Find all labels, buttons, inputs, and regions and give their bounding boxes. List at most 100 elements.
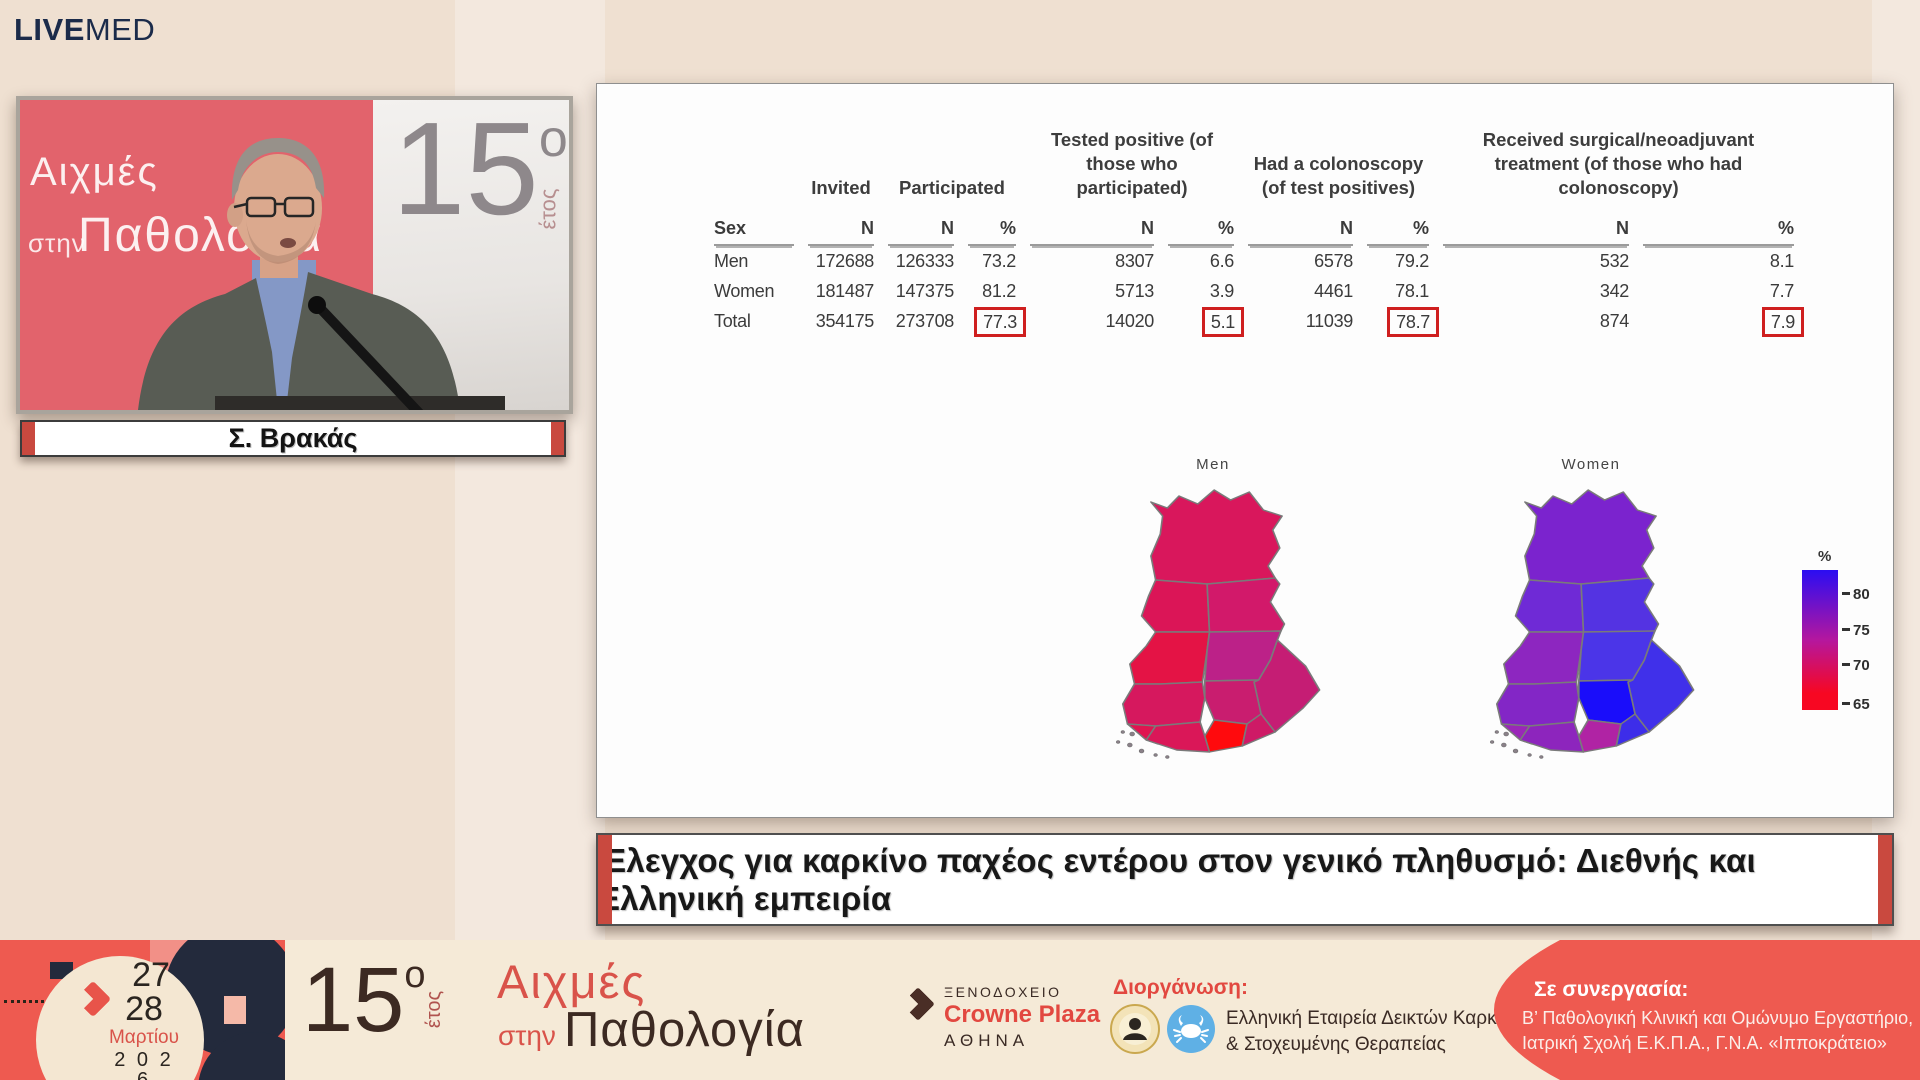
table-cell: 78.1 <box>1395 281 1429 301</box>
papanikolaou-medal-icon <box>1110 1004 1160 1054</box>
map-region <box>1580 577 1660 633</box>
table-cell-highlighted: 78.7 <box>1367 306 1439 337</box>
legend-unit-label: % <box>1818 548 1832 565</box>
map-region <box>1495 681 1580 727</box>
header-sex: Sex <box>714 218 794 246</box>
table-cell: 172688 <box>815 251 875 271</box>
red-highlight-box: 7.9 <box>1761 307 1804 337</box>
livemed-logo[interactable]: LIVEMED <box>14 12 155 48</box>
legend-tick: 75 <box>1842 622 1870 639</box>
map-region <box>1241 713 1276 747</box>
table-cell: 5713 <box>1115 281 1154 301</box>
map-color-legend: % 80 75 70 65 <box>1802 548 1892 713</box>
venue-block: ΞΕΝΟΔΟΧΕΙΟ Crowne Plaza ΑΘΗΝΑ <box>944 984 1100 1051</box>
banner-right-red-shape <box>1494 940 1920 1080</box>
backdrop-word-2: στην <box>28 228 86 258</box>
brand-word-2: στην <box>498 1020 556 1051</box>
table-cell: 126333 <box>895 251 955 271</box>
speaker-video-panel[interactable]: 15ο έτος Αιχμές στην Παθολογία <box>16 96 573 414</box>
lecture-title-bar: Έλεγχος για καρκίνο παχέος εντέρου στον … <box>596 833 1894 926</box>
presentation-slide: Invited Participated Tested positive (of… <box>596 83 1894 818</box>
table-cell: 273708 <box>895 311 955 331</box>
red-highlight-box: 78.7 <box>1387 307 1439 337</box>
legend-tick: 70 <box>1842 657 1870 674</box>
title-red-strip <box>1878 835 1892 924</box>
date-year: 2 0 2 6 <box>114 1049 174 1080</box>
logo-med: MED <box>84 12 156 47</box>
logo-live: LIVE <box>14 12 85 47</box>
table-cell: 532 <box>1599 251 1629 271</box>
map-region <box>1503 631 1585 685</box>
map-region <box>1121 681 1206 727</box>
finland-map-women <box>1490 489 1695 759</box>
map-region <box>1519 721 1585 753</box>
map-region <box>1203 679 1262 725</box>
venue-city: ΑΘΗΝΑ <box>944 1031 1030 1050</box>
brand-word-3: Παθολογία <box>564 1003 806 1057</box>
red-highlight-box: 5.1 <box>1201 307 1244 337</box>
date-day1: 27 <box>132 956 170 994</box>
row-label-total: Total <box>714 311 751 331</box>
crab-logo-icon <box>1167 1005 1215 1053</box>
backdrop-word-1: Αιχμές <box>30 150 159 194</box>
col-group-surgical: Received surgical/neoadjuvant treatment … <box>1482 129 1755 198</box>
map-region <box>1206 577 1286 633</box>
map-title-women: Women <box>1561 456 1621 473</box>
date-month: Μαρτίου <box>108 1027 180 1048</box>
row-label-men: Men <box>714 251 749 271</box>
map-region <box>1577 679 1636 725</box>
map-region <box>1524 489 1657 585</box>
subheader: % <box>1168 218 1234 246</box>
banner-left-decor: 27 28 Μαρτίου 2 0 2 6 <box>0 940 285 1080</box>
row-label-women: Women <box>714 281 775 301</box>
edition-year-side: έτος <box>423 990 446 1029</box>
organizer-line1: Ελληνική Εταιρεία Δεικτών Καρκίνου <box>1226 1008 1532 1029</box>
conference-banner: 27 28 Μαρτίου 2 0 2 6 15ο έτος Αιχμές στ… <box>0 940 1920 1080</box>
plate-red-strip <box>22 422 35 455</box>
subheader: N <box>1030 218 1154 246</box>
map-region <box>1129 631 1211 685</box>
organizer-line2: & Στοχευμένης Θεραπείας <box>1226 1034 1446 1055</box>
table-cell: 874 <box>1599 311 1629 331</box>
title-red-strip <box>598 835 612 924</box>
speaker-figure <box>138 138 505 410</box>
backdrop-edition-badge: 15ο <box>392 95 568 242</box>
table-cell: 7.7 <box>1769 281 1794 301</box>
col-group-participated: Participated <box>899 177 1005 198</box>
venue-label: ΞΕΝΟΔΟΧΕΙΟ <box>944 984 1062 1000</box>
legend-tick: 80 <box>1842 586 1870 603</box>
brand-word-1: Αιχμές <box>497 955 647 1008</box>
table-cell-highlighted: 77.3 <box>968 306 1026 337</box>
map-region <box>1150 489 1283 585</box>
table-cell: 181487 <box>815 281 875 301</box>
conference-dates: 27 28 Μαρτίου 2 0 2 6 <box>108 958 180 1080</box>
table-cell: 73.2 <box>982 251 1016 271</box>
decor-circle <box>36 956 204 1080</box>
red-highlight-box: 77.3 <box>974 307 1026 337</box>
screening-results-table: Invited Participated Tested positive (of… <box>714 120 1804 337</box>
decor-square <box>224 996 246 1024</box>
col-group-invited: Invited <box>811 177 871 198</box>
col-group-colonoscopy: Had a colonoscopy (of test positives) <box>1253 153 1424 198</box>
edition-badge: 15ο <box>302 949 426 1051</box>
subheader: N <box>888 218 954 246</box>
date-day2: 28 <box>125 990 163 1028</box>
table-cell: 3.9 <box>1209 281 1234 301</box>
table-cell: 81.2 <box>982 281 1016 301</box>
table-cell: 6.6 <box>1209 251 1234 271</box>
col-group-tested-positive: Tested positive (of those who participat… <box>1050 129 1214 198</box>
table-cell: 14020 <box>1105 311 1154 331</box>
map-region <box>1140 579 1211 633</box>
organizer-name: Ελληνική Εταιρεία Δεικτών Καρκίνου & Στο… <box>1226 1006 1531 1058</box>
table-cell: 8307 <box>1115 251 1154 271</box>
finland-map-men <box>1116 489 1321 759</box>
partner-line2: Ιατρική Σχολή Ε.Κ.Π.Α., Γ.Ν.Α. «Ιπποκράτ… <box>1522 1033 1887 1053</box>
table-cell: 342 <box>1599 281 1629 301</box>
subheader: % <box>1643 218 1794 246</box>
table-cell-highlighted: 7.9 <box>1643 306 1804 337</box>
table-cell-highlighted: 5.1 <box>1168 306 1244 337</box>
organizer-label: Διοργάνωση: <box>1113 976 1248 999</box>
legend-gradient-bar <box>1802 570 1838 710</box>
table-cell: 6578 <box>1314 251 1353 271</box>
partner-line1: Β’ Παθολογική Κλινική και Ομώνυμο Εργαστ… <box>1522 1008 1914 1028</box>
